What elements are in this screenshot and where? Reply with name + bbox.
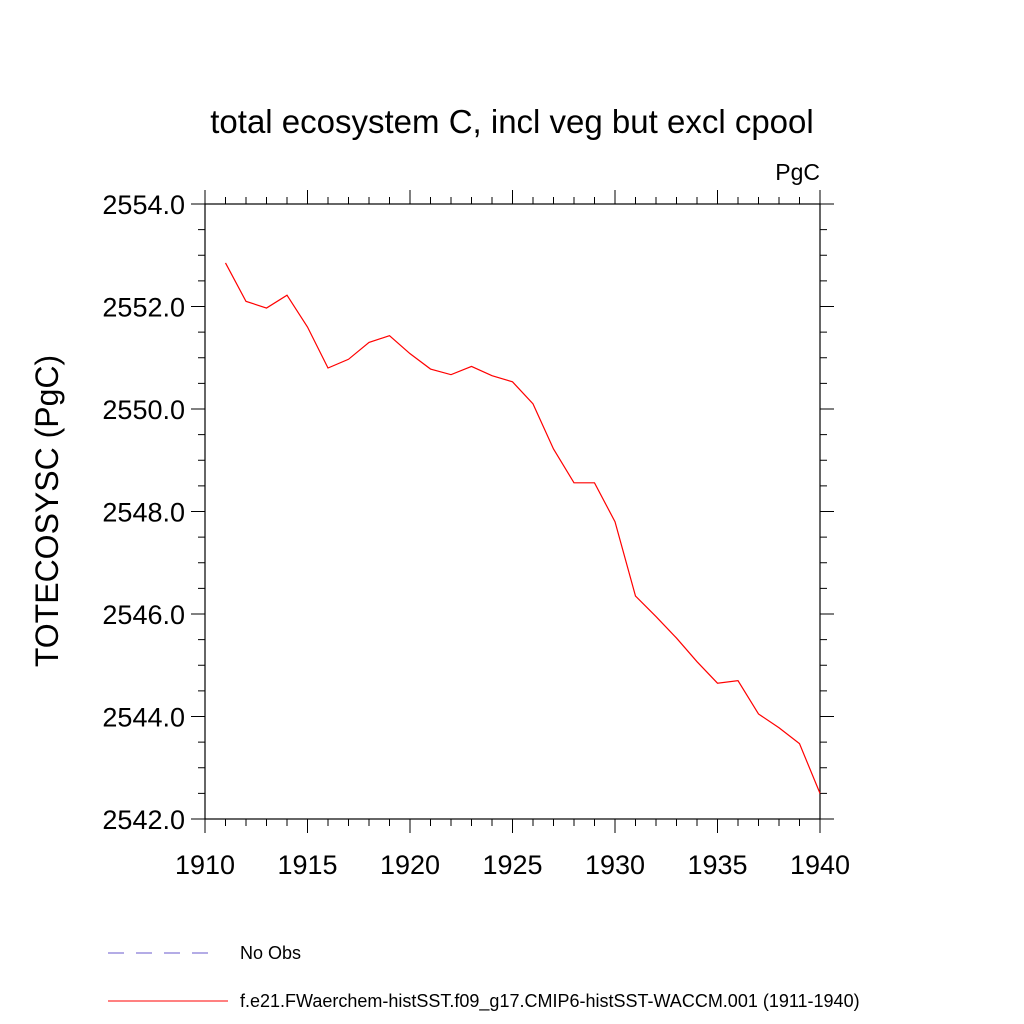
y-tick-label: 2542.0 <box>102 805 185 835</box>
series-layer <box>224 262 821 794</box>
y-axis-ticks: 2542.0 2544.0 2546.0 2548.0 2550.0 2552.0 2554… <box>102 190 834 835</box>
y-tick-label: 2548.0 <box>102 498 185 528</box>
x-tick-label: 1935 <box>687 850 747 880</box>
y-tick-label: 2550.0 <box>102 395 185 425</box>
plot-frame <box>204 203 821 820</box>
units-label: PgC <box>775 159 820 185</box>
y-tick-label: 2552.0 <box>102 293 185 323</box>
y-tick-label: 2544.0 <box>102 703 185 733</box>
x-axis-ticks: 1910 1915 1920 1925 1930 1935 1940 <box>175 190 850 880</box>
x-tick-label: 1925 <box>482 850 542 880</box>
x-tick-label: 1940 <box>790 850 850 880</box>
legend: No Obs f.e21.FWaerchem-histSST.f09_g17.C… <box>108 943 860 1012</box>
y-tick-label: 2554.0 <box>102 190 185 220</box>
y-tick-label: 2546.0 <box>102 600 185 630</box>
x-tick-label: 1930 <box>585 850 645 880</box>
chart-title: total ecosystem C, incl veg but excl cpo… <box>210 103 813 140</box>
x-tick-label: 1920 <box>380 850 440 880</box>
legend-label-model: f.e21.FWaerchem-histSST.f09_g17.CMIP6-hi… <box>240 991 860 1012</box>
y-axis-label: TOTECOSYSC (PgC) <box>29 355 65 667</box>
series-line-0 <box>224 262 821 794</box>
x-tick-label: 1915 <box>277 850 337 880</box>
legend-label-no-obs: No Obs <box>240 943 301 963</box>
x-tick-label: 1910 <box>175 850 235 880</box>
